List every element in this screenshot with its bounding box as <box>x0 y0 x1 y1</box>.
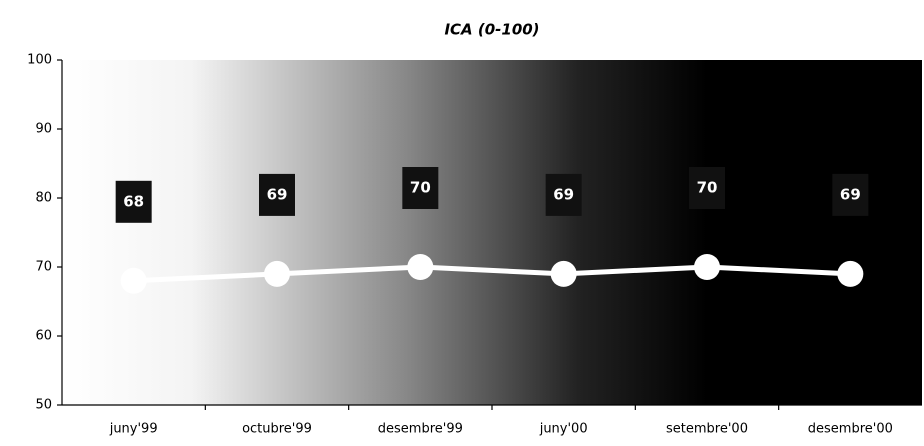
y-tick-label: 90 <box>35 122 52 137</box>
y-tick-label: 100 <box>27 53 52 68</box>
chart-title: ICA (0-100) <box>444 21 539 39</box>
point <box>407 254 434 280</box>
x-tick-label: desembre'00 <box>808 422 893 437</box>
data-label: 70 <box>410 179 431 197</box>
point <box>120 267 147 294</box>
y-tick-label: 70 <box>35 260 52 275</box>
data-label-box <box>689 167 725 209</box>
line <box>133 264 851 284</box>
data-label-box <box>259 173 295 216</box>
point <box>264 260 290 287</box>
data-label-box <box>115 180 152 223</box>
point <box>694 254 720 280</box>
y-tick-label: 80 <box>35 191 52 206</box>
data-label: 68 <box>123 192 144 210</box>
x-tick-label: octubre'99 <box>242 422 312 437</box>
data-label-box <box>402 167 439 209</box>
data-label: 69 <box>553 185 574 203</box>
point <box>837 260 864 287</box>
x-tick-label: juny'00 <box>539 422 588 437</box>
data-label: 70 <box>697 179 718 197</box>
data-label-box <box>832 173 869 216</box>
point <box>550 260 577 287</box>
x-tick-label: setembre'00 <box>666 422 748 437</box>
plot-background <box>62 60 922 405</box>
data-label: 69 <box>267 185 288 203</box>
x-tick-label: juny'99 <box>109 422 158 437</box>
x-tick-label: desembre'99 <box>378 422 463 437</box>
data-label-box <box>545 173 582 216</box>
y-tick-label: 60 <box>35 329 52 344</box>
y-tick-label: 50 <box>35 398 52 413</box>
data-label: 69 <box>840 185 861 203</box>
